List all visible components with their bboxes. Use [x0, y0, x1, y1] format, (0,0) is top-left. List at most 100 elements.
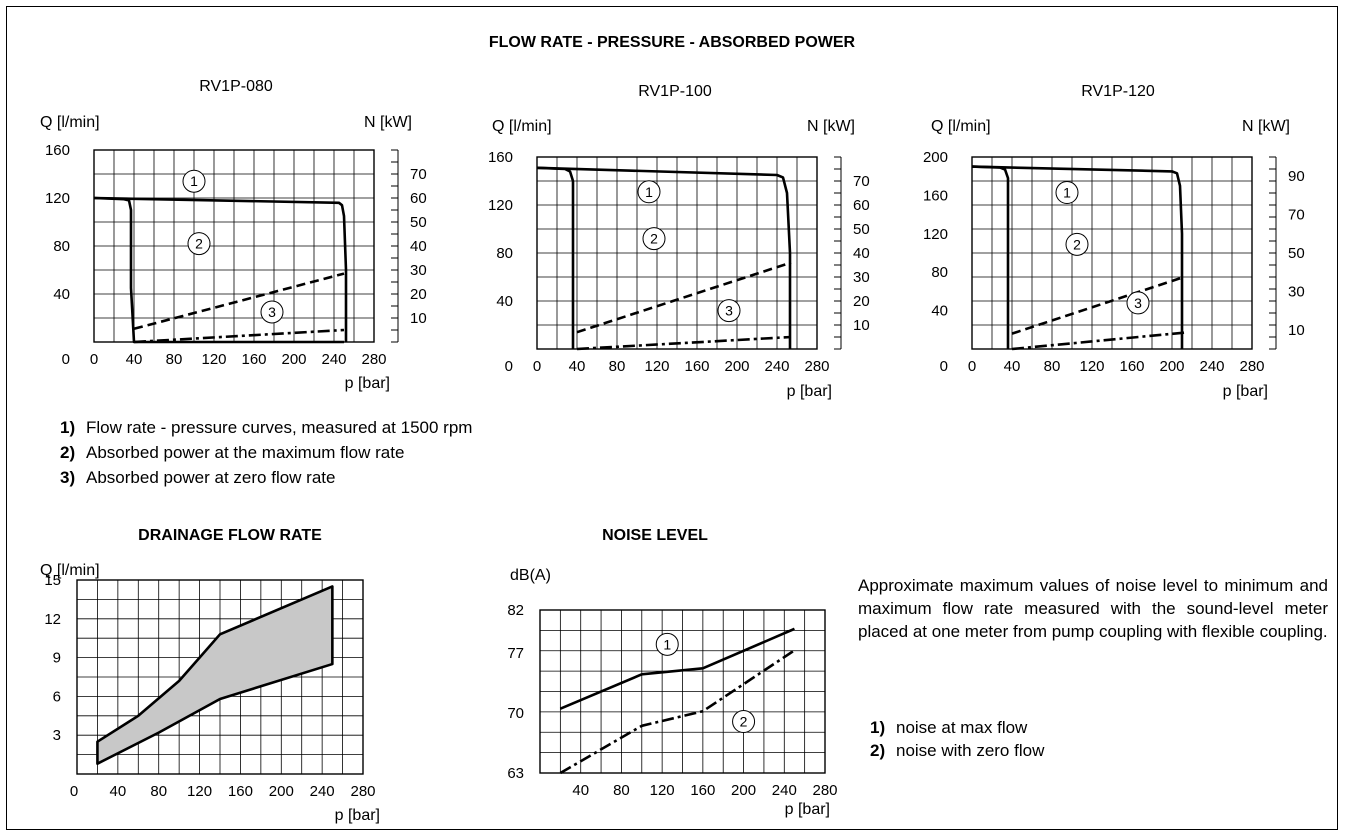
legend-top-row-1: 1) Flow rate - pressure curves, measured …	[60, 418, 473, 437]
y2-tick-label: 70	[410, 166, 427, 183]
x-tick-label: 240	[764, 358, 789, 375]
y2-tick-label: 90	[1288, 168, 1305, 185]
y-tick-label: 82	[507, 602, 524, 619]
chart1-group: 0 40 80 120 160 200 240 28004080120160102030405…	[45, 142, 427, 368]
plot-frame	[539, 609, 826, 774]
marker-label: 2	[1073, 236, 1081, 252]
y-tick-label: 80	[53, 238, 70, 255]
x-tick-label: 120	[187, 783, 212, 800]
chart2-title: RV1P-100	[638, 83, 712, 100]
y-tick-label: 15	[44, 572, 61, 589]
chart3-title: RV1P-120	[1081, 83, 1155, 100]
y-tick-label: 40	[496, 293, 513, 310]
chart5-ylabel: dB(A)	[510, 567, 551, 584]
x-tick-label: 240	[310, 783, 335, 800]
plot-frame	[971, 156, 1253, 350]
chart2-group: 0 40 80 120 160 200 240 28004080120160102030405…	[488, 149, 870, 375]
chart1-y2label: N [kW]	[364, 114, 412, 131]
plot-frame	[536, 156, 818, 350]
y2-tick-label: 10	[410, 310, 427, 327]
x-tick-label: 40	[572, 782, 589, 799]
chart4-group: 0 40 80 120 160 200 240 280 3 6 9 12 15	[44, 572, 375, 800]
x-tick-label: 240	[772, 782, 797, 799]
y-tick-label: 77	[507, 645, 524, 662]
marker-circle	[642, 227, 666, 251]
series-2-line	[1011, 275, 1185, 335]
y-tick-label: 120	[488, 197, 513, 214]
marker-circle	[717, 299, 741, 323]
series-1-line	[536, 166, 575, 349]
x-tick-label: 120	[650, 782, 675, 799]
x-tick-label: 200	[269, 783, 294, 800]
y2-tick-label: 10	[1288, 322, 1305, 339]
chart2-ylabel: Q [l/min]	[492, 118, 552, 135]
y2-tick-label: 40	[410, 238, 427, 255]
marker-label: 2	[650, 231, 658, 247]
x-tick-label: 160	[1119, 358, 1144, 375]
chart3-group: 0 40 80 120 160 200 240 280 0 40 80 120 160 200 10 30 50…	[923, 149, 1305, 375]
y2-tick-label: 20	[410, 286, 427, 303]
main-title: FLOW RATE - PRESSURE - ABSORBED POWER	[489, 34, 856, 51]
marker-circle	[260, 300, 284, 324]
marker-label: 1	[663, 636, 671, 652]
x-tick-label: 80	[613, 782, 630, 799]
marker-label: 2	[195, 236, 203, 252]
noise-description: Approximate maximum values of noise leve…	[858, 576, 1328, 641]
x-tick-label: 200	[1159, 358, 1184, 375]
series-3-line	[576, 335, 792, 351]
y-tick-label: 80	[931, 264, 948, 281]
y-tick-label: 70	[507, 705, 524, 722]
x-tick-label: 280	[361, 351, 386, 368]
series-1-line	[536, 166, 792, 349]
series-1-line	[971, 165, 1010, 349]
y2-tick-label: 50	[410, 214, 427, 231]
y2-tick-label: 60	[853, 197, 870, 214]
x-tick-label: 240	[1199, 358, 1224, 375]
chart5-xlabel: p [bar]	[785, 801, 830, 818]
y-tick-label: 120	[923, 226, 948, 243]
x-tick-label: 200	[731, 782, 756, 799]
x-tick-label: 280	[350, 783, 375, 800]
marker-label: 3	[1134, 295, 1142, 311]
x-tick-label: 200	[281, 351, 306, 368]
x-tick-label: 160	[241, 351, 266, 368]
y2-tick-label: 30	[1288, 283, 1305, 300]
chart4-ylabel: Q [l/min]	[40, 562, 100, 579]
y-tick-label: 0	[940, 358, 948, 375]
marker-circle	[637, 180, 661, 204]
y-tick-label: 6	[53, 688, 61, 705]
marker-circle	[1126, 291, 1150, 315]
y-tick-label: 120	[45, 190, 70, 207]
series-1-line	[971, 165, 1184, 349]
chart4-xlabel: p [bar]	[335, 807, 380, 824]
x-tick-label: 240	[321, 351, 346, 368]
series-2-line	[133, 272, 345, 331]
x-tick-label: 120	[644, 358, 669, 375]
x-tick-label: 80	[609, 358, 626, 375]
chart5-title: NOISE LEVEL	[602, 527, 708, 544]
y-tick-label: 40	[53, 286, 70, 303]
chart2-y2label: N [kW]	[807, 118, 855, 135]
x-tick-label: 160	[690, 782, 715, 799]
x-tick-label: 120	[1079, 358, 1104, 375]
y2-tick-label: 20	[853, 293, 870, 310]
marker-label: 1	[190, 173, 198, 189]
chart2-xlabel: p [bar]	[787, 383, 832, 400]
y2-tick-label: 40	[853, 245, 870, 262]
chart3-xlabel: p [bar]	[1223, 383, 1268, 400]
x-tick-label: 0	[533, 358, 541, 375]
y-tick-label: 160	[45, 142, 70, 159]
series-1-line	[93, 196, 344, 344]
marker-label: 3	[725, 303, 733, 319]
chart3-ylabel: Q [l/min]	[931, 118, 991, 135]
y-tick-label: 80	[496, 245, 513, 262]
legend-top-row-2: 2) Absorbed power at the maximum flow rat…	[60, 443, 405, 462]
chart1-xlabel: p [bar]	[345, 375, 390, 392]
y-tick-label: 12	[44, 611, 61, 628]
x-tick-label: 80	[150, 783, 167, 800]
y-tick-label: 0	[505, 358, 513, 375]
legend-noise-row-1: 1) noise at max flow	[870, 718, 1028, 737]
x-tick-label: 160	[228, 783, 253, 800]
chart1-title: RV1P-080	[199, 78, 273, 95]
x-tick-label: 40	[1004, 358, 1021, 375]
